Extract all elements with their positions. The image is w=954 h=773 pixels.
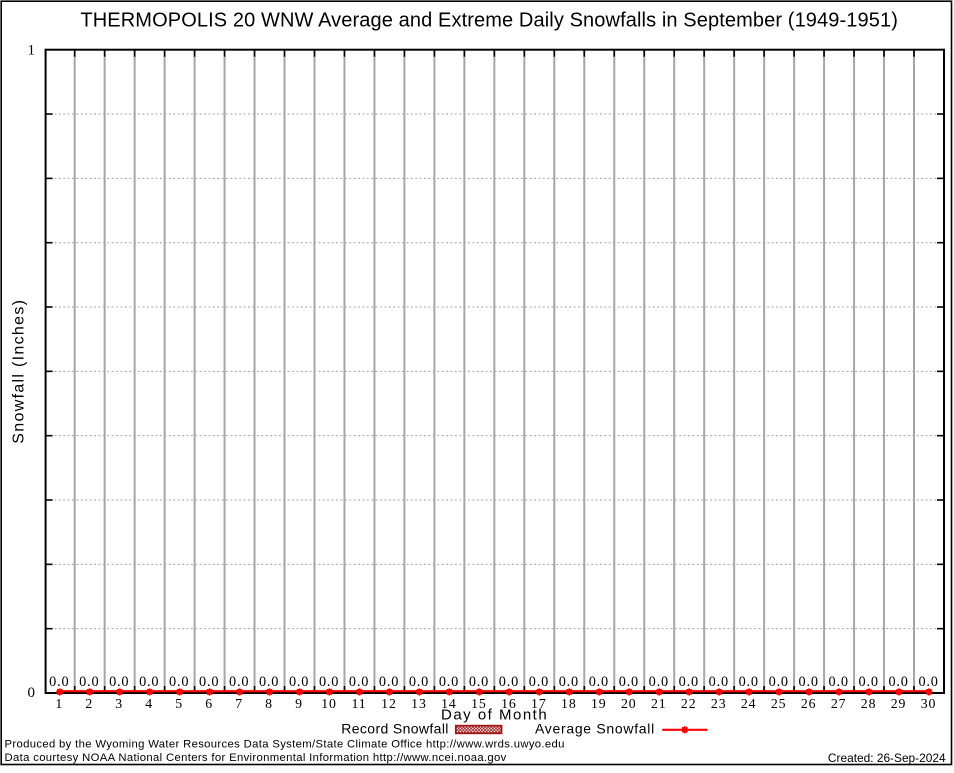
svg-text:11: 11	[351, 696, 366, 711]
svg-text:0.0: 0.0	[829, 674, 849, 690]
svg-text:28: 28	[861, 696, 877, 711]
svg-text:Created: 26-Sep-2024: Created: 26-Sep-2024	[828, 751, 946, 765]
svg-text:0.0: 0.0	[679, 674, 699, 690]
svg-text:5: 5	[175, 696, 183, 711]
svg-text:Average Snowfall: Average Snowfall	[535, 721, 655, 737]
svg-text:0.0: 0.0	[169, 674, 189, 690]
svg-text:18: 18	[561, 696, 577, 711]
svg-text:10: 10	[321, 696, 337, 711]
svg-text:6: 6	[205, 696, 213, 711]
svg-text:27: 27	[831, 696, 847, 711]
svg-text:19: 19	[591, 696, 607, 711]
svg-text:17: 17	[531, 696, 547, 711]
svg-text:0.0: 0.0	[469, 674, 489, 690]
svg-text:Record Snowfall: Record Snowfall	[341, 721, 449, 737]
svg-text:0.0: 0.0	[289, 674, 309, 690]
svg-text:24: 24	[741, 696, 757, 711]
svg-text:4: 4	[145, 696, 153, 711]
svg-text:2: 2	[85, 696, 93, 711]
svg-text:0.0: 0.0	[139, 674, 159, 690]
svg-text:0.0: 0.0	[649, 674, 669, 690]
svg-text:0.0: 0.0	[918, 674, 938, 690]
svg-text:0.0: 0.0	[199, 674, 219, 690]
svg-text:16: 16	[501, 696, 517, 711]
svg-text:0.0: 0.0	[499, 674, 519, 690]
svg-text:0.0: 0.0	[109, 674, 129, 690]
svg-text:0.0: 0.0	[229, 674, 249, 690]
svg-text:0.0: 0.0	[709, 674, 729, 690]
svg-text:26: 26	[801, 696, 817, 711]
svg-text:0.0: 0.0	[439, 674, 459, 690]
svg-text:22: 22	[681, 696, 697, 711]
svg-text:30: 30	[921, 696, 937, 711]
svg-text:23: 23	[711, 696, 727, 711]
svg-text:0.0: 0.0	[529, 674, 549, 690]
svg-text:0.0: 0.0	[888, 674, 908, 690]
svg-text:0.0: 0.0	[259, 674, 279, 690]
svg-text:0.0: 0.0	[799, 674, 819, 690]
svg-text:Data courtesy NOAA National Ce: Data courtesy NOAA National Centers for …	[5, 752, 507, 764]
svg-text:0.0: 0.0	[859, 674, 879, 690]
svg-text:1: 1	[55, 696, 63, 711]
svg-text:0.0: 0.0	[619, 674, 639, 690]
svg-text:14: 14	[441, 696, 457, 711]
svg-text:THERMOPOLIS 20 WNW Average and: THERMOPOLIS 20 WNW Average and Extreme D…	[80, 10, 898, 32]
svg-text:0.0: 0.0	[409, 674, 429, 690]
svg-text:29: 29	[891, 696, 907, 711]
svg-text:15: 15	[471, 696, 487, 711]
svg-text:20: 20	[621, 696, 637, 711]
svg-text:7: 7	[235, 696, 243, 711]
svg-text:Snowfall (Inches): Snowfall (Inches)	[11, 299, 28, 444]
svg-text:0.0: 0.0	[739, 674, 759, 690]
svg-text:9: 9	[295, 696, 303, 711]
svg-text:0.0: 0.0	[769, 674, 789, 690]
svg-text:8: 8	[265, 696, 273, 711]
svg-text:21: 21	[651, 696, 667, 711]
svg-text:0: 0	[28, 685, 36, 701]
svg-text:0.0: 0.0	[349, 674, 369, 690]
svg-text:0.0: 0.0	[559, 674, 579, 690]
svg-text:0.0: 0.0	[379, 674, 399, 690]
svg-text:12: 12	[381, 696, 397, 711]
svg-text:0.0: 0.0	[589, 674, 609, 690]
svg-text:Produced by the Wyoming Water: Produced by the Wyoming Water Resources …	[5, 738, 565, 750]
svg-text:1: 1	[28, 43, 36, 59]
svg-text:0.0: 0.0	[49, 674, 69, 690]
svg-text:3: 3	[115, 696, 123, 711]
svg-text:Day of Month: Day of Month	[441, 707, 548, 724]
svg-text:25: 25	[771, 696, 787, 711]
svg-text:13: 13	[411, 696, 427, 711]
svg-text:0.0: 0.0	[319, 674, 339, 690]
svg-text:0.0: 0.0	[79, 674, 99, 690]
